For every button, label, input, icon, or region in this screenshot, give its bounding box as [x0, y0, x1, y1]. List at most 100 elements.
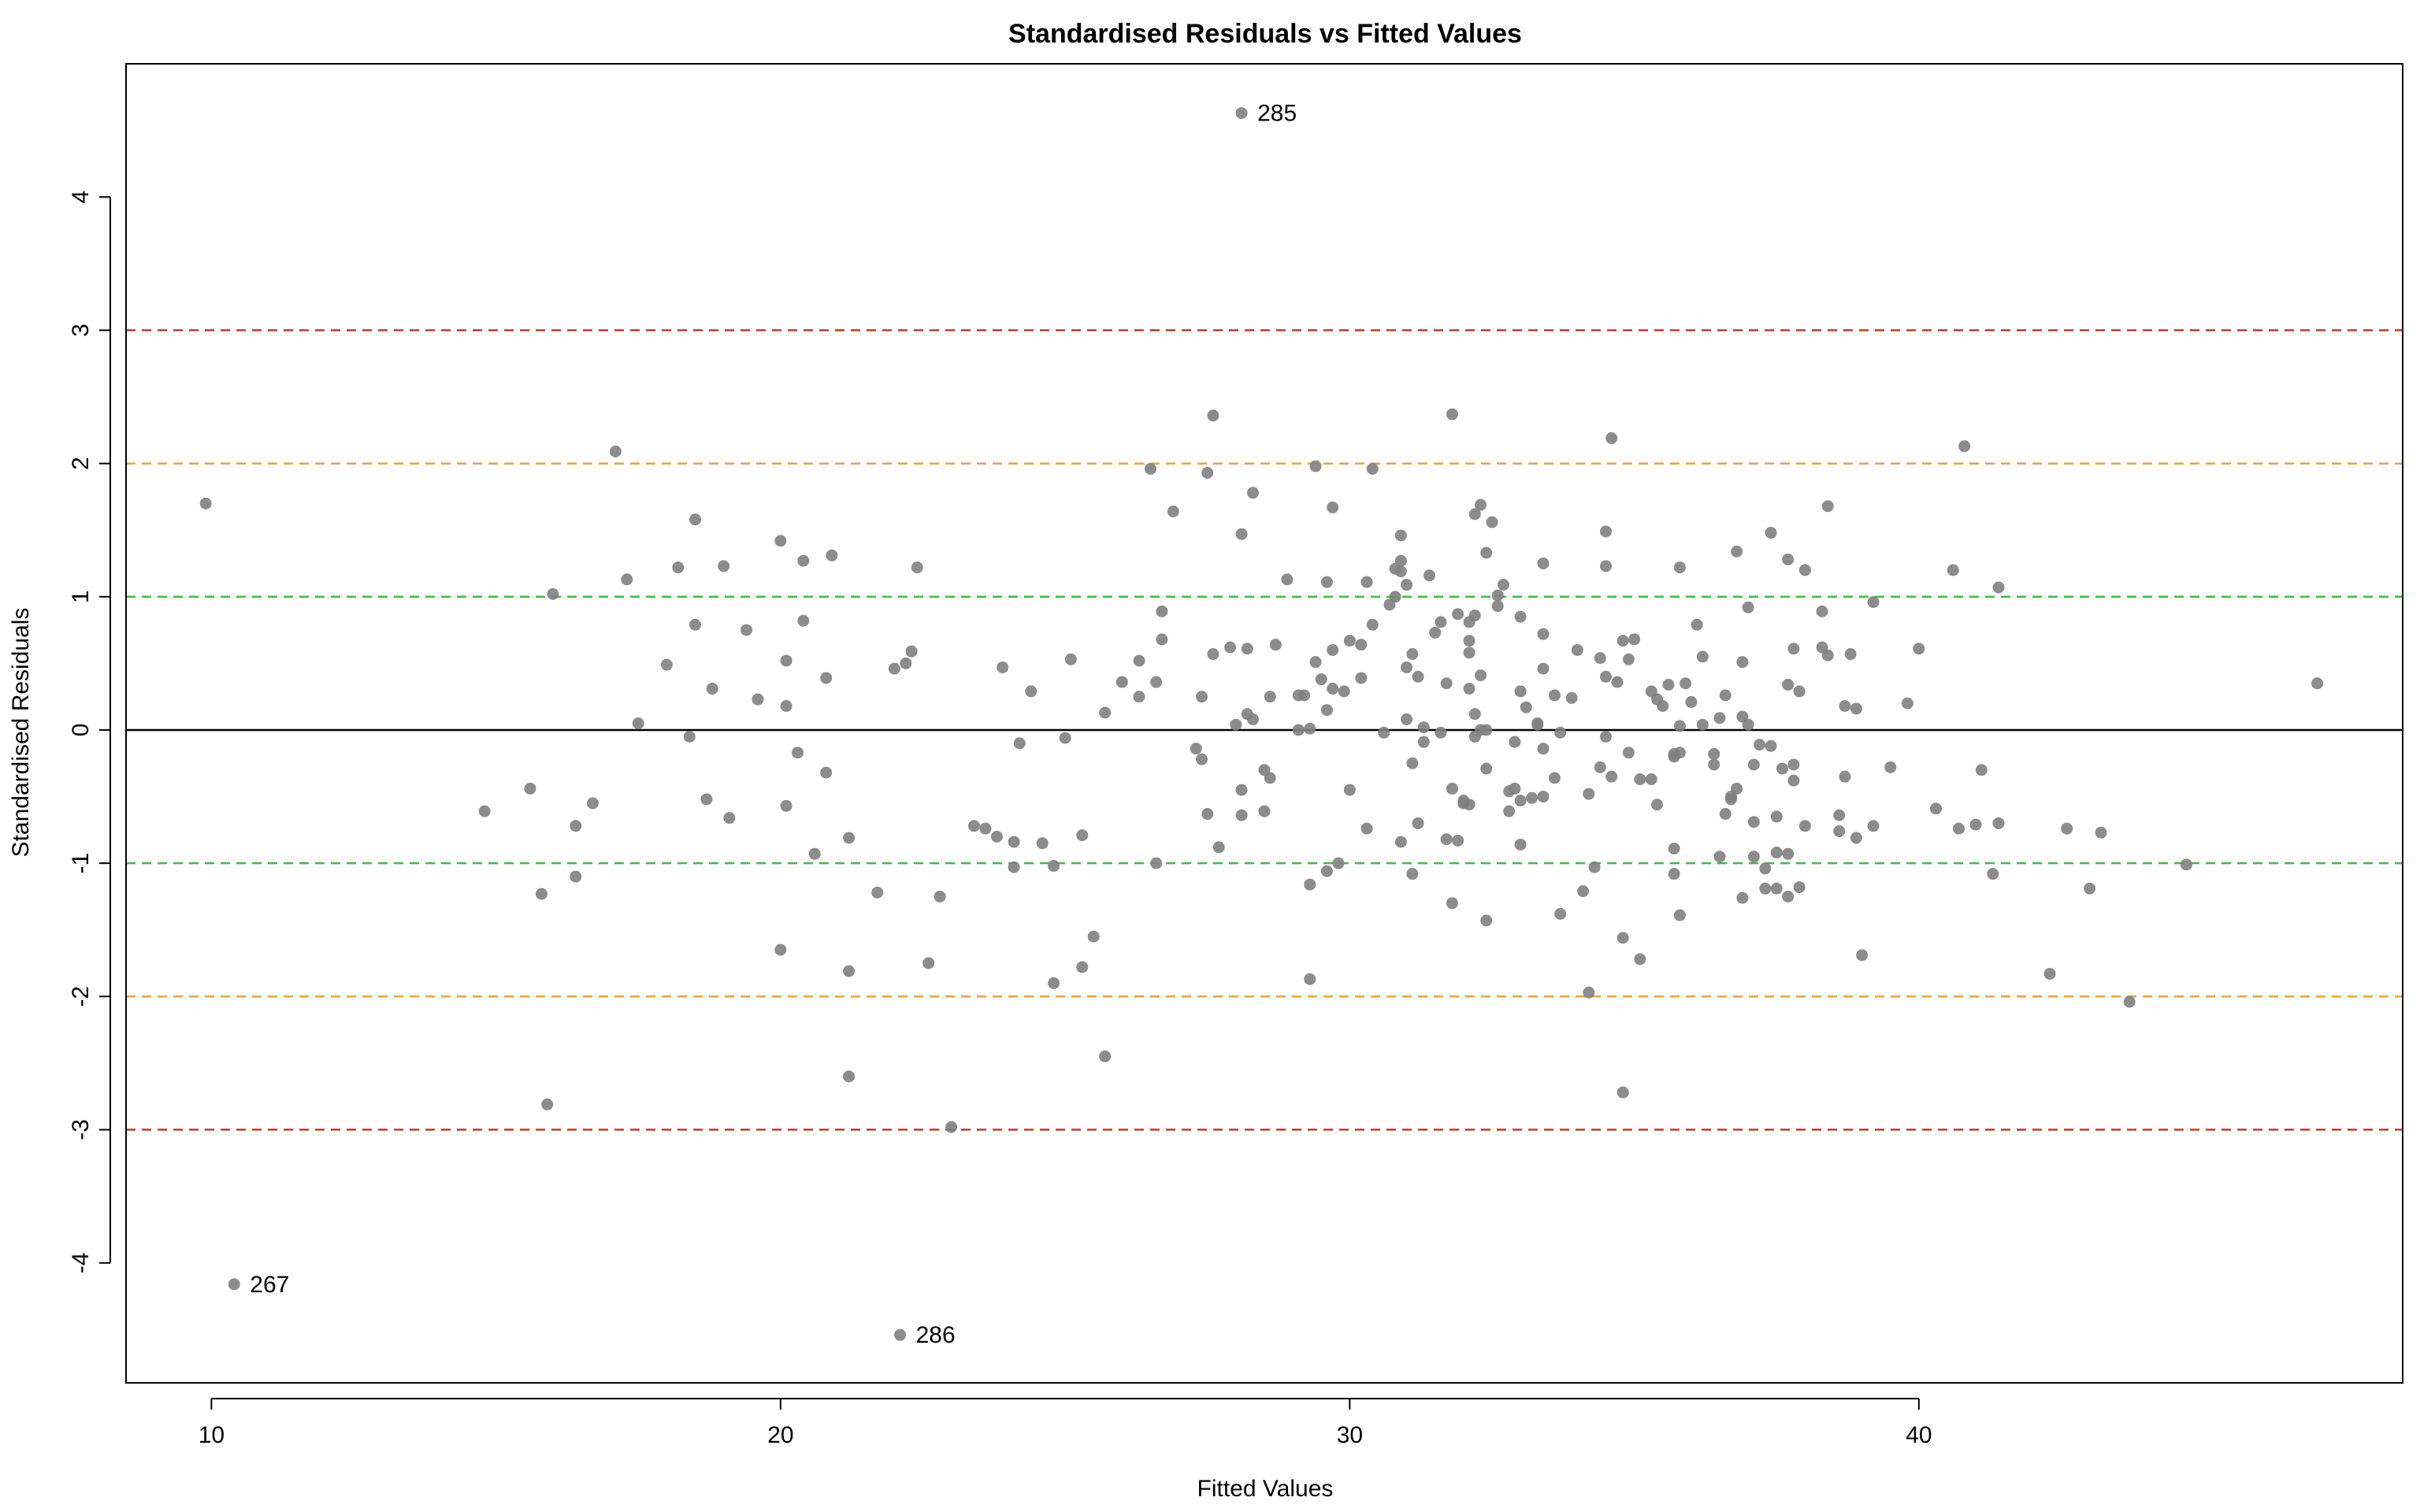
data-point [1821, 500, 1834, 513]
data-point [1491, 589, 1504, 602]
data-point [1235, 809, 1248, 821]
data-point [1423, 569, 1436, 582]
data-point [1389, 591, 1401, 603]
y-tick-label: -3 [68, 1119, 94, 1140]
y-tick-label: 0 [68, 724, 94, 737]
data-point [1696, 650, 1709, 663]
data-point [1514, 685, 1527, 698]
outlier-label: 286 [916, 1322, 956, 1348]
data-point [905, 645, 918, 658]
data-point [1992, 581, 2005, 594]
reference-lines [126, 329, 2403, 1131]
data-point [1076, 961, 1089, 973]
data-point [1145, 462, 1156, 475]
data-point [1468, 508, 1481, 521]
data-point [1844, 648, 1857, 661]
data-point [1446, 408, 1458, 421]
data-point [683, 730, 696, 743]
data-point [933, 890, 946, 902]
data-point [1468, 609, 1481, 621]
data-point [1008, 861, 1020, 873]
outlier-label: 285 [1257, 101, 1297, 127]
data-point [1514, 838, 1527, 850]
data-point [1867, 820, 1880, 832]
data-point [1634, 773, 1646, 786]
data-point [1713, 712, 1726, 724]
data-point [1298, 689, 1311, 702]
data-point [228, 1278, 240, 1291]
data-point [1059, 732, 1071, 744]
data-point [1839, 700, 1851, 713]
data-point [1224, 641, 1237, 654]
data-point [541, 1098, 554, 1110]
data-point [1133, 654, 1145, 667]
data-point [1435, 726, 1447, 739]
data-point [1782, 847, 1795, 860]
x-tick-label: 20 [767, 1422, 793, 1448]
data-point [740, 624, 753, 636]
data-point [199, 497, 212, 510]
data-point [1429, 626, 1442, 639]
data-point [1366, 462, 1379, 475]
data-point [1355, 639, 1368, 651]
data-point [1787, 643, 1800, 655]
data-point [1747, 816, 1760, 828]
data-point [1622, 747, 1635, 759]
data-point [752, 693, 764, 706]
data-point [1008, 836, 1020, 848]
data-point [1787, 758, 1800, 771]
data-point [1201, 808, 1214, 821]
data-point [1309, 460, 1322, 472]
data-point [2095, 826, 2107, 839]
data-point [1816, 605, 1828, 617]
data-point [888, 662, 900, 675]
data-point [2043, 968, 2056, 980]
data-point [1475, 669, 1487, 682]
data-point [1332, 857, 1345, 869]
data-point [1309, 656, 1322, 669]
data-point [1747, 850, 1760, 863]
y-tick-label: 1 [68, 590, 94, 603]
y-tick-label: -2 [68, 986, 94, 1007]
data-point [1264, 772, 1276, 784]
data-point [1616, 1086, 1629, 1099]
data-point [1992, 817, 2005, 829]
data-point [1366, 618, 1379, 631]
data-point [1133, 691, 1145, 703]
data-point [2123, 995, 2136, 1008]
data-point [1304, 722, 1316, 735]
data-point [1013, 737, 1026, 750]
data-point [1520, 701, 1532, 713]
data-point [1394, 565, 1407, 578]
data-point [1264, 691, 1276, 703]
data-point [1406, 868, 1419, 880]
data-point [1480, 547, 1493, 559]
data-point [1554, 907, 1567, 920]
data-point [2061, 822, 2073, 835]
data-point [1600, 560, 1612, 573]
data-point [1526, 791, 1538, 804]
data-point [797, 554, 810, 567]
data-point [1531, 717, 1544, 729]
data-point [1708, 747, 1720, 760]
data-point [1770, 882, 1783, 895]
data-point [1548, 772, 1561, 784]
data-point [1281, 573, 1294, 586]
y-tick-label: 3 [68, 324, 94, 337]
data-point [871, 886, 884, 899]
data-point [1509, 782, 1521, 795]
data-point [718, 560, 730, 573]
data-point [1782, 553, 1795, 565]
data-point [1958, 440, 1971, 453]
data-point [843, 832, 856, 844]
data-point [1793, 881, 1806, 894]
data-point [1793, 685, 1806, 698]
data-point [1320, 576, 1333, 588]
data-point [1452, 608, 1464, 621]
data-point [1696, 718, 1709, 731]
data-point [1537, 743, 1550, 755]
data-point [1406, 757, 1419, 769]
data-point [1776, 762, 1788, 775]
data-point [1475, 498, 1487, 511]
